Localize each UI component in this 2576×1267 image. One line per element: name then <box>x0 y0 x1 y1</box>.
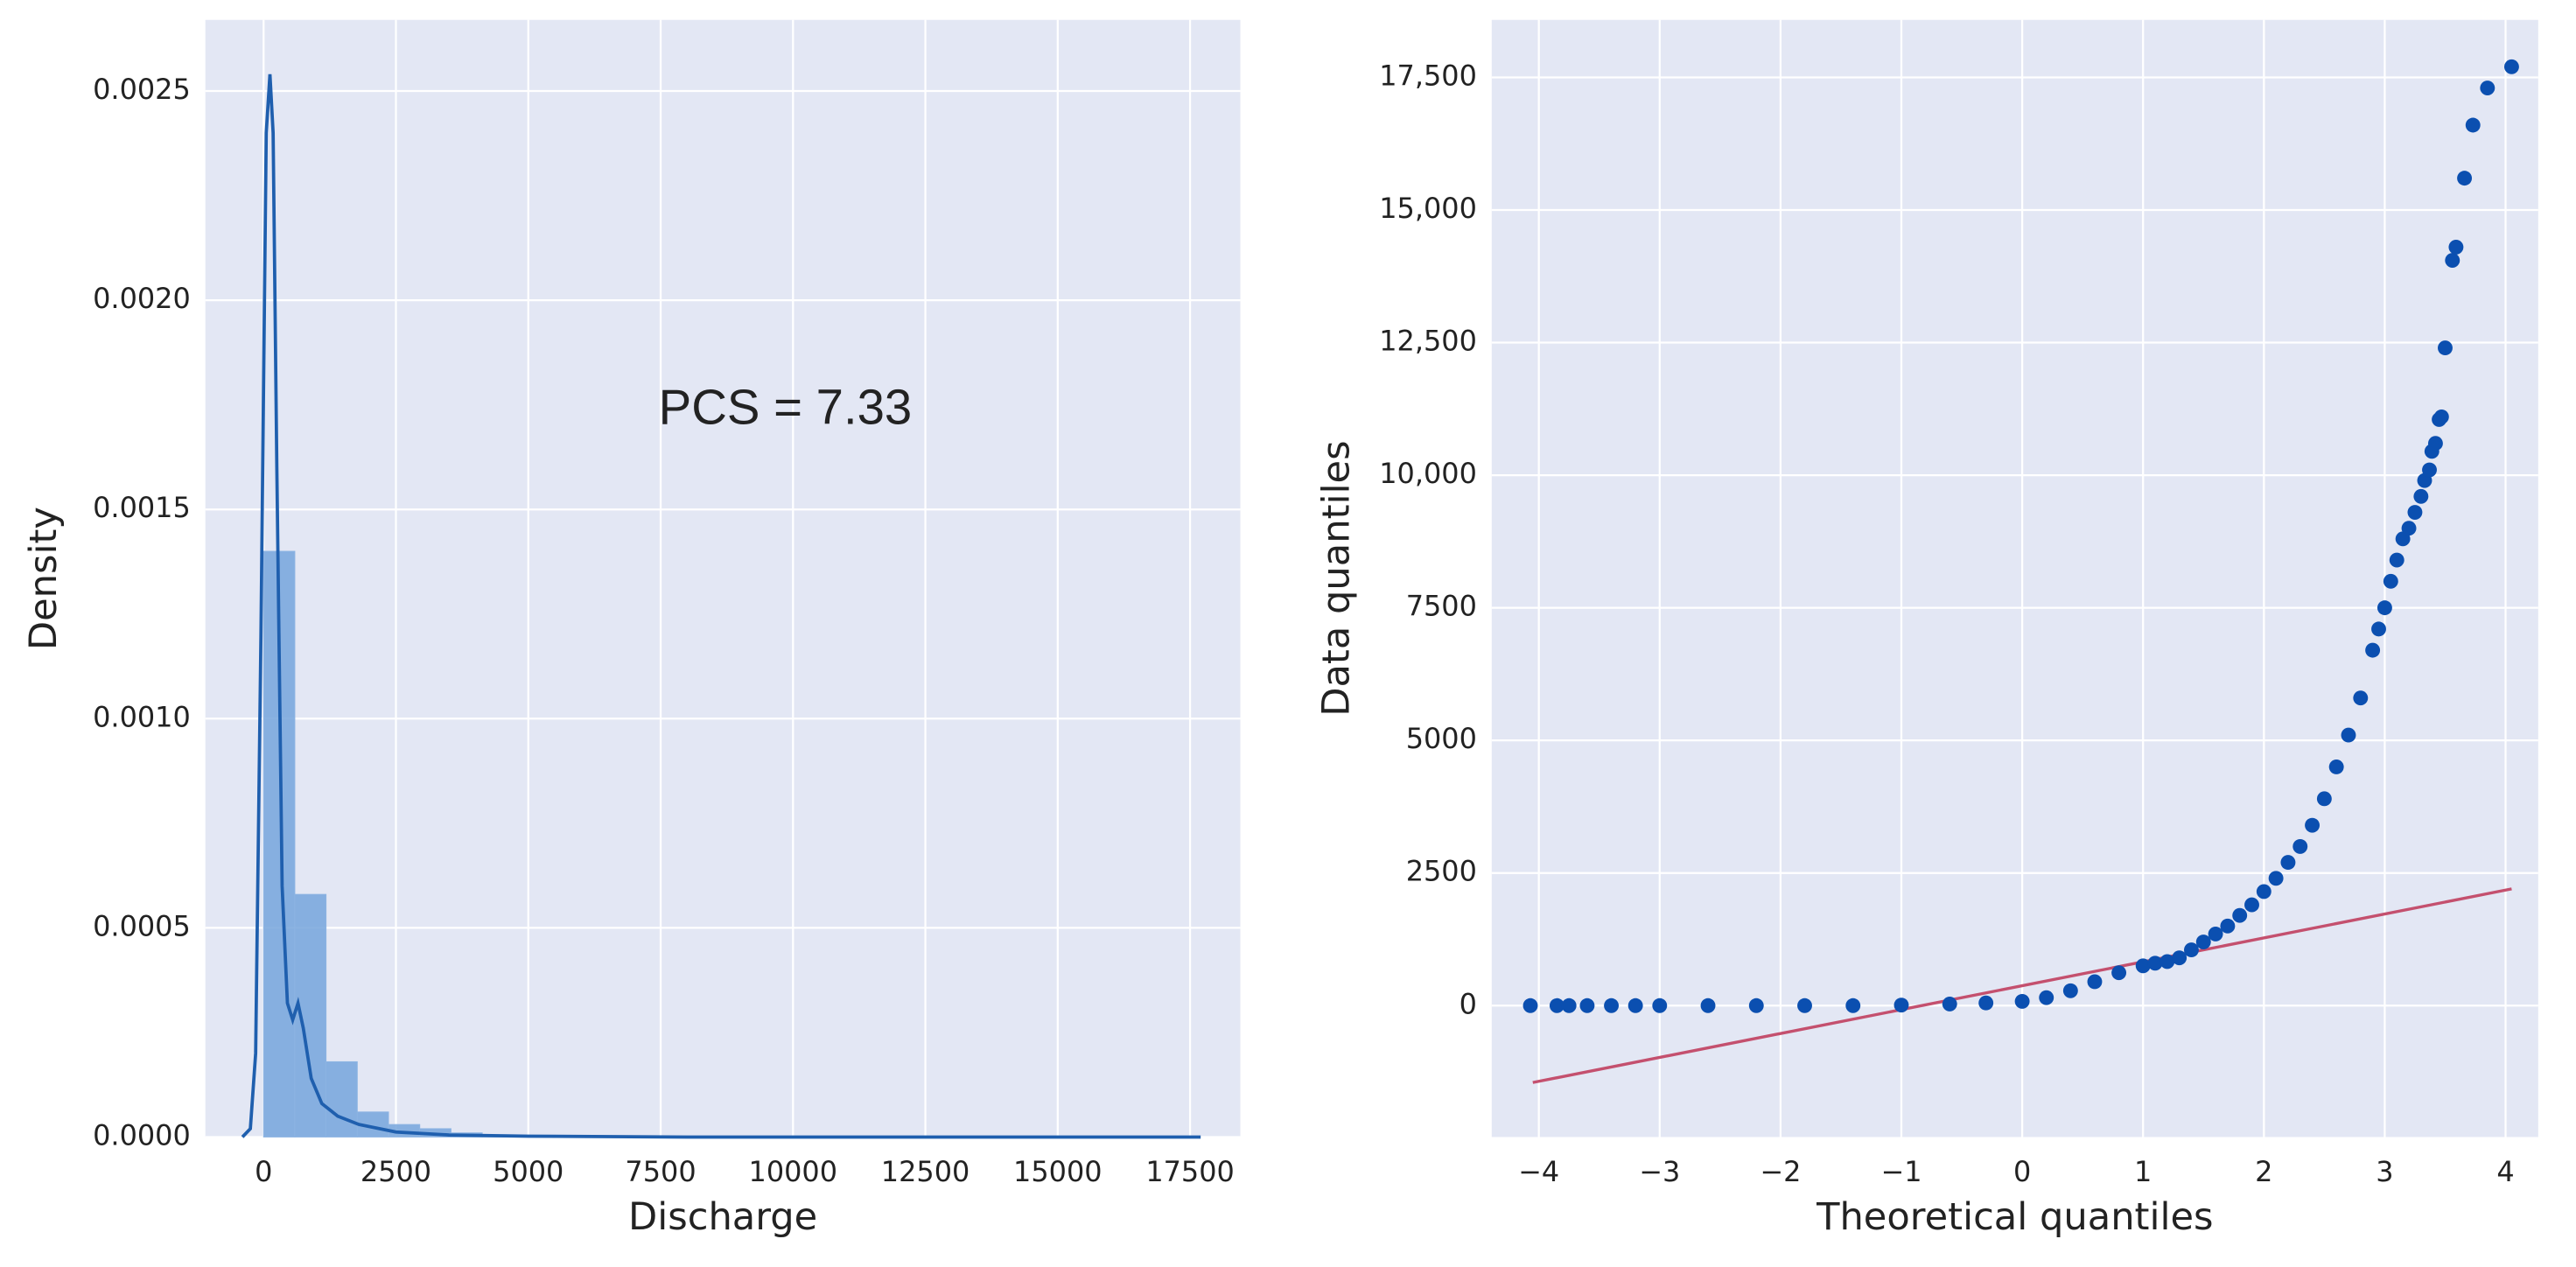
data-point <box>2305 817 2320 833</box>
y-axis-label: Data quantiles <box>1315 440 1359 716</box>
data-point <box>2316 791 2332 807</box>
data-point <box>2383 573 2398 589</box>
y-tick-label: 0.0010 <box>93 700 191 733</box>
y-tick-label: 0 <box>1460 987 1477 1020</box>
data-point <box>1604 998 1619 1013</box>
x-tick-label: −3 <box>1639 1155 1680 1188</box>
data-point <box>1748 998 1764 1013</box>
data-point <box>1942 996 1957 1012</box>
data-point <box>2401 521 2417 536</box>
data-point <box>2328 760 2344 774</box>
data-point <box>2195 934 2211 949</box>
data-point <box>1652 998 1668 1013</box>
x-tick-label: 5000 <box>493 1155 564 1188</box>
data-point <box>2184 942 2199 958</box>
x-tick-label: 15000 <box>1013 1155 1102 1188</box>
y-tick-label: 0.0000 <box>93 1118 191 1152</box>
x-axis-label: Theoretical quantiles <box>1816 1195 2213 1239</box>
data-point <box>2480 80 2496 96</box>
data-point <box>2353 690 2369 706</box>
y-tick-label: 0.0005 <box>93 909 191 942</box>
data-point <box>1894 998 1909 1013</box>
data-point <box>2376 600 2392 616</box>
reference-line <box>1532 887 2512 1084</box>
data-point <box>2062 983 2078 998</box>
plot-background <box>205 19 1241 1138</box>
y-tick-label: 0.0015 <box>93 491 191 524</box>
x-tick-label: 0 <box>255 1155 272 1188</box>
data-point <box>2407 505 2423 520</box>
data-point <box>1549 998 1564 1013</box>
data-point <box>2422 462 2437 478</box>
annotation: PCS = 7.33 <box>659 379 913 434</box>
data-point <box>2371 621 2386 637</box>
data-point <box>2111 965 2127 981</box>
data-point <box>1700 998 1716 1013</box>
x-tick-label: 2 <box>2255 1155 2272 1188</box>
data-point <box>2448 239 2464 255</box>
data-point <box>1978 995 1994 1011</box>
data-point <box>2280 855 2296 871</box>
data-point <box>1579 998 1595 1013</box>
data-point <box>1522 998 1538 1013</box>
data-point <box>2014 993 2030 1009</box>
x-tick-label: 1 <box>2134 1155 2152 1188</box>
data-point <box>2503 59 2519 74</box>
data-point <box>2268 871 2284 886</box>
data-point <box>2389 552 2404 568</box>
x-tick-label: 12500 <box>881 1155 970 1188</box>
plot-background <box>1491 19 2538 1138</box>
y-tick-label: 0.0025 <box>93 73 191 106</box>
x-axis-label: Discharge <box>628 1195 817 1239</box>
x-tick-label: −2 <box>1760 1155 1801 1188</box>
data-point <box>2365 642 2381 658</box>
data-point <box>2208 926 2223 942</box>
data-point <box>1797 998 1812 1013</box>
y-tick-label: 15,000 <box>1379 192 1477 225</box>
y-axis-label: Density <box>22 507 66 650</box>
data-point <box>2256 884 2272 900</box>
data-point <box>2039 990 2054 1005</box>
y-tick-label: 2500 <box>1406 855 1477 888</box>
data-point <box>2427 436 2443 452</box>
x-tick-label: 17500 <box>1145 1155 1234 1188</box>
data-point <box>2160 954 2175 970</box>
x-tick-label: 0 <box>2013 1155 2031 1188</box>
data-point <box>1845 998 1861 1013</box>
data-point <box>2457 171 2473 186</box>
y-tick-label: 12,500 <box>1379 325 1477 358</box>
data-point <box>2438 340 2453 356</box>
data-point <box>1628 998 1643 1013</box>
x-tick-label: 7500 <box>625 1155 696 1188</box>
y-tick-label: 0.0020 <box>93 282 191 315</box>
data-point <box>2465 117 2481 133</box>
y-tick-label: 7500 <box>1406 590 1477 623</box>
data-point <box>2445 253 2460 269</box>
data-point <box>2292 838 2308 854</box>
data-point <box>2220 918 2236 934</box>
y-tick-label: 5000 <box>1406 722 1477 755</box>
data-point <box>2433 409 2449 424</box>
data-point <box>2087 974 2103 990</box>
x-tick-label: 4 <box>2496 1155 2514 1188</box>
data-point <box>2135 958 2151 974</box>
histogram-bar <box>326 1060 358 1138</box>
x-tick-label: −1 <box>1880 1155 1922 1188</box>
x-tick-label: 10000 <box>749 1155 838 1188</box>
data-point <box>1561 998 1577 1013</box>
y-tick-label: 10,000 <box>1379 457 1477 490</box>
data-point <box>2341 727 2356 743</box>
data-point <box>2147 956 2163 971</box>
data-point <box>2413 488 2429 504</box>
x-tick-label: 3 <box>2376 1155 2393 1188</box>
x-tick-label: 2500 <box>360 1155 431 1188</box>
data-point <box>2172 950 2188 966</box>
y-tick-label: 17,500 <box>1379 59 1477 92</box>
kde-line <box>241 74 1201 1139</box>
x-tick-label: −4 <box>1518 1155 1559 1188</box>
data-point <box>2232 907 2248 923</box>
data-point <box>2244 897 2259 913</box>
